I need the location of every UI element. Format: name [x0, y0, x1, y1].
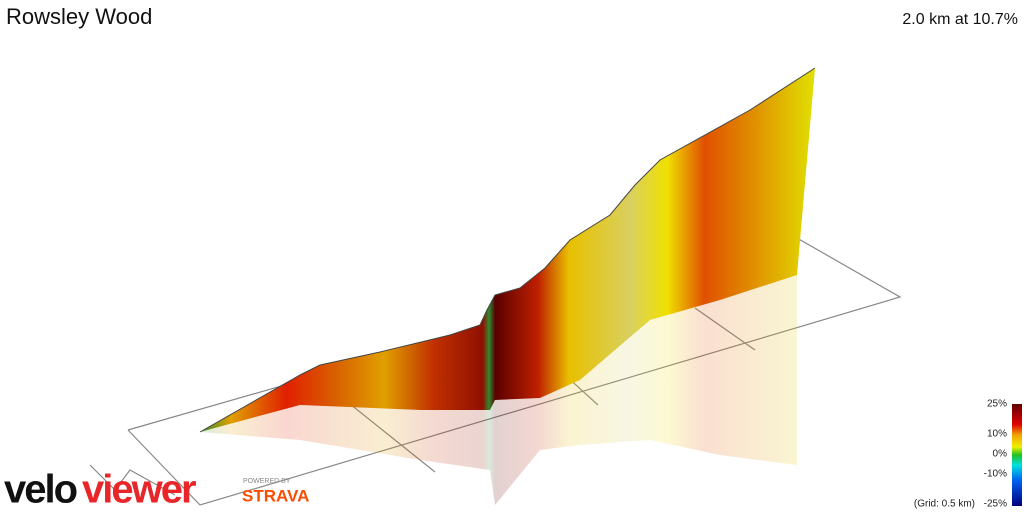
logo-velo: velo: [4, 468, 77, 512]
legend-label: 0%: [993, 449, 1008, 460]
summary: 2.0 km at 10.7%: [902, 11, 1018, 28]
legend-label: 25%: [987, 399, 1007, 410]
logo-viewer: viewer: [82, 468, 196, 512]
profile-ribbon: [200, 68, 815, 432]
strava-logo: STRAVA: [242, 486, 309, 505]
profile-edge: [199, 67, 816, 433]
title: Rowsley Wood: [6, 4, 152, 29]
legend-label: 10%: [987, 429, 1007, 440]
grid-note: (Grid: 0.5 km): [914, 499, 975, 510]
color-scale: [1012, 404, 1022, 506]
powered-by: POWERED BY: [243, 478, 291, 485]
legend-label: -25%: [984, 499, 1007, 510]
profile-reflection: [200, 275, 797, 505]
legend-label: -10%: [984, 469, 1007, 480]
